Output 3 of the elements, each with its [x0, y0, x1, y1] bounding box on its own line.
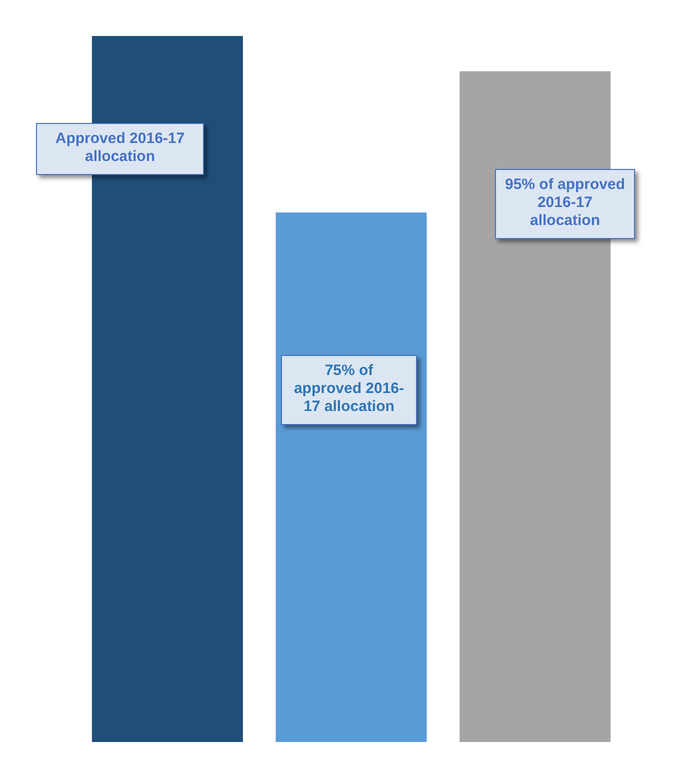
- annotation: 75% of approved 2016-17 allocation: [281, 355, 417, 425]
- annotation: Approved 2016-17 allocation: [36, 123, 204, 175]
- annotation: 95% of approved 2016-17 allocation: [495, 169, 635, 239]
